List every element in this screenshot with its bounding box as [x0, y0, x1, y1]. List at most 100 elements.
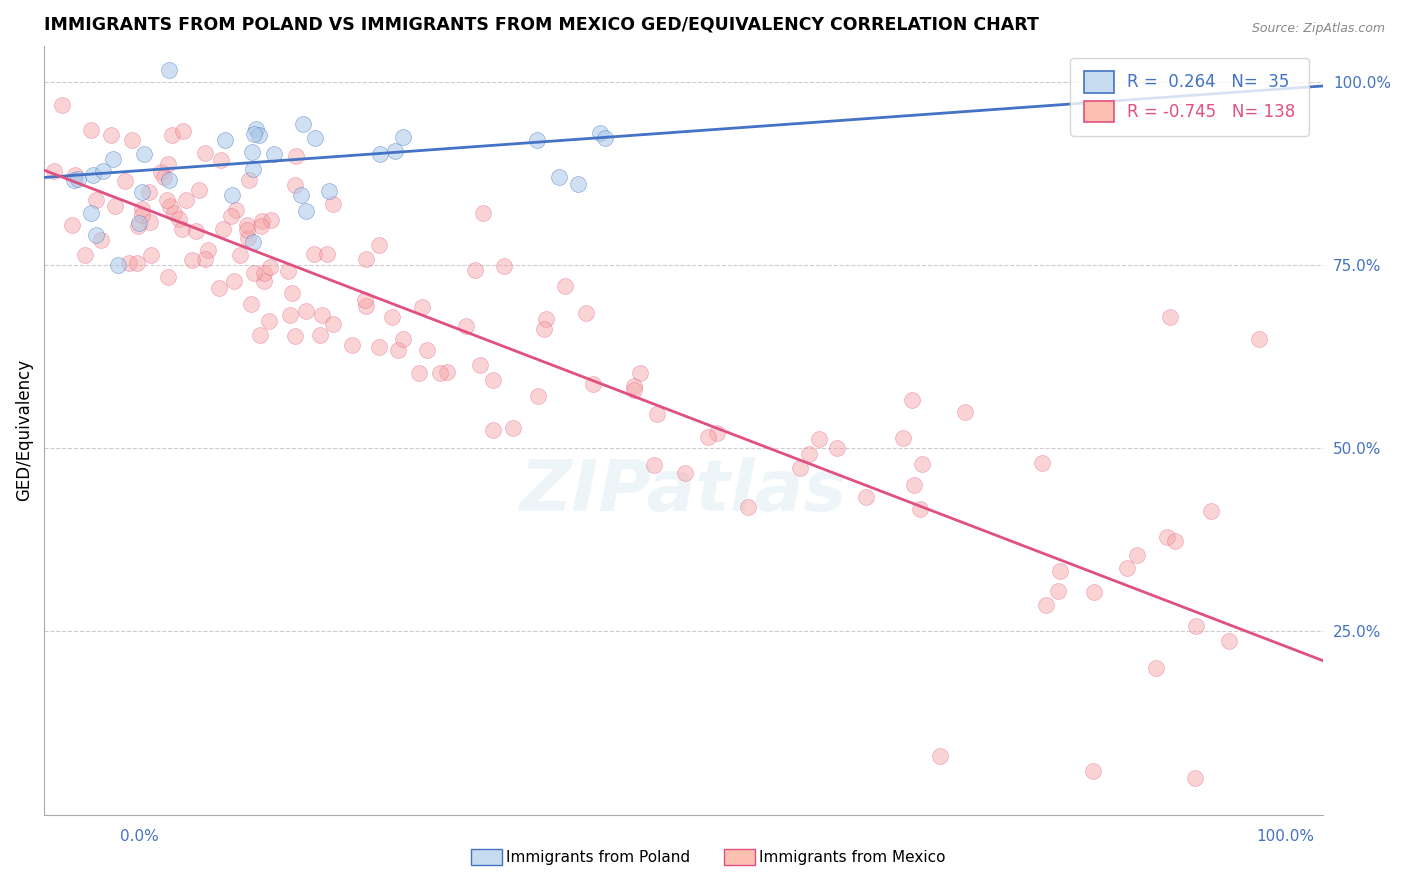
Point	[225, 203, 247, 218]
Point	[908, 502, 931, 516]
Point	[128, 216, 150, 230]
Point	[322, 317, 344, 331]
Point	[623, 379, 645, 393]
Point	[554, 279, 576, 293]
Point	[118, 256, 141, 270]
Point	[354, 293, 377, 308]
Point	[242, 162, 264, 177]
Point	[236, 223, 259, 237]
Point	[156, 156, 179, 170]
Point	[547, 169, 569, 184]
Point	[855, 490, 877, 504]
Point	[368, 340, 391, 354]
Point	[494, 259, 516, 273]
Text: IMMIGRANTS FROM POLAND VS IMMIGRANTS FROM MEXICO GED/EQUIVALENCY CORRELATION CHA: IMMIGRANTS FROM POLAND VS IMMIGRANTS FRO…	[44, 15, 1039, 33]
Point	[84, 227, 107, 242]
Point	[80, 123, 103, 137]
Point	[392, 130, 415, 145]
Point	[238, 231, 260, 245]
Point	[229, 248, 252, 262]
Point	[214, 133, 236, 147]
Point	[311, 309, 333, 323]
Point	[436, 365, 458, 379]
Point	[249, 219, 271, 233]
Point	[391, 331, 413, 345]
Point	[211, 222, 233, 236]
Point	[953, 405, 976, 419]
Point	[242, 145, 264, 159]
Point	[1218, 633, 1240, 648]
Point	[588, 127, 610, 141]
Point	[1081, 764, 1104, 778]
Point	[260, 212, 283, 227]
Point	[470, 358, 492, 372]
Point	[44, 164, 66, 178]
Point	[121, 133, 143, 147]
Point	[162, 206, 184, 220]
Point	[172, 222, 194, 236]
Point	[159, 199, 181, 213]
Point	[131, 202, 153, 216]
Point	[114, 174, 136, 188]
Point	[416, 343, 439, 358]
Point	[825, 442, 848, 456]
Point	[242, 235, 264, 250]
Point	[242, 128, 264, 142]
Text: Immigrants from Poland: Immigrants from Poland	[506, 850, 690, 864]
Text: ZIPatlas: ZIPatlas	[520, 457, 848, 526]
Point	[482, 423, 505, 437]
Point	[187, 183, 209, 197]
Text: Source: ZipAtlas.com: Source: ZipAtlas.com	[1251, 22, 1385, 36]
Point	[131, 209, 153, 223]
Point	[575, 306, 598, 320]
Point	[139, 247, 162, 261]
Point	[252, 214, 274, 228]
Point	[91, 163, 114, 178]
Point	[808, 432, 831, 446]
Point	[107, 259, 129, 273]
Point	[291, 117, 314, 131]
Point	[285, 149, 308, 163]
Point	[60, 219, 83, 233]
Point	[318, 184, 340, 198]
Point	[172, 123, 194, 137]
Point	[901, 392, 924, 407]
Point	[295, 203, 318, 218]
Point	[381, 310, 404, 325]
Point	[354, 252, 377, 266]
Point	[257, 314, 280, 328]
Point	[157, 269, 180, 284]
Point	[184, 224, 207, 238]
Point	[277, 263, 299, 277]
Point	[253, 274, 276, 288]
Point	[302, 247, 325, 261]
Point	[278, 308, 301, 322]
Point	[101, 152, 124, 166]
Point	[240, 297, 263, 311]
Point	[51, 98, 73, 112]
Point	[197, 243, 219, 257]
Point	[1115, 560, 1137, 574]
Point	[84, 193, 107, 207]
Point	[737, 500, 759, 514]
Point	[464, 263, 486, 277]
Point	[67, 172, 90, 186]
Point	[454, 318, 477, 333]
Point	[247, 128, 270, 143]
Point	[194, 252, 217, 267]
Point	[181, 252, 204, 267]
Point	[90, 233, 112, 247]
Point	[219, 209, 242, 223]
Point	[903, 478, 925, 492]
Point	[911, 458, 934, 472]
Point	[1159, 310, 1181, 324]
Point	[131, 185, 153, 199]
Point	[263, 147, 285, 161]
Point	[138, 186, 160, 200]
Point	[368, 147, 391, 161]
Point	[340, 338, 363, 352]
Point	[1046, 584, 1069, 599]
Point	[387, 343, 409, 358]
Point	[280, 285, 302, 300]
Point	[224, 274, 246, 288]
